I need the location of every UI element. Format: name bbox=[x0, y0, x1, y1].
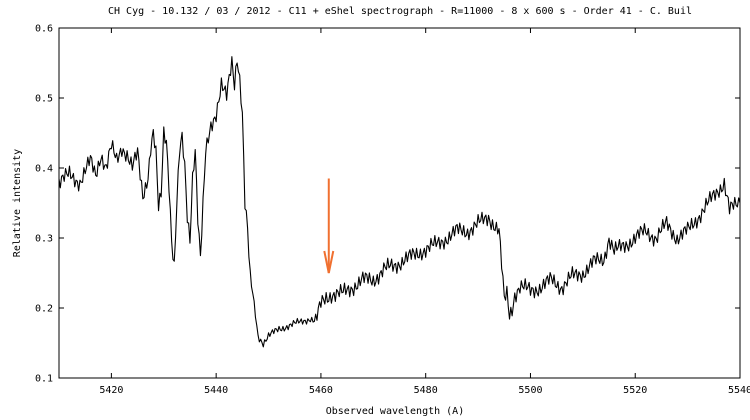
x-tick-label-5: 5520 bbox=[623, 385, 647, 396]
x-tick-label-3: 5480 bbox=[414, 385, 438, 396]
y-tick-label-0: 0.1 bbox=[35, 374, 53, 385]
annotation-arrow-head-0 bbox=[323, 250, 335, 274]
x-tick-label-1: 5440 bbox=[204, 385, 228, 396]
y-tick-label-5: 0.6 bbox=[35, 24, 53, 35]
x-tick-label-2: 5460 bbox=[309, 385, 333, 396]
y-tick-label-4: 0.5 bbox=[35, 94, 53, 105]
y-axis-label: Relative intensity bbox=[12, 149, 23, 257]
x-tick-label-6: 5540 bbox=[728, 385, 750, 396]
x-axis-label: Observed wavelength (A) bbox=[326, 406, 464, 417]
y-tick-label-2: 0.3 bbox=[35, 234, 53, 245]
y-tick-label-3: 0.4 bbox=[35, 164, 53, 175]
x-tick-label-0: 5420 bbox=[99, 385, 123, 396]
spectrum-line-0 bbox=[58, 56, 741, 348]
plot-frame bbox=[58, 27, 741, 379]
series-layer bbox=[58, 56, 741, 348]
plot-border bbox=[58, 27, 741, 379]
annotation-layer bbox=[323, 178, 335, 274]
y-tick-label-1: 0.2 bbox=[35, 304, 53, 315]
x-axis: 5420 5440 5460 5480 5500 5520 5540 bbox=[99, 28, 750, 396]
y-axis: 0.1 0.2 0.3 0.4 0.5 0.6 bbox=[35, 24, 740, 385]
x-tick-label-4: 5500 bbox=[518, 385, 542, 396]
chart-title: CH Cyg - 10.132 / 03 / 2012 - C11 + eShe… bbox=[108, 6, 692, 17]
